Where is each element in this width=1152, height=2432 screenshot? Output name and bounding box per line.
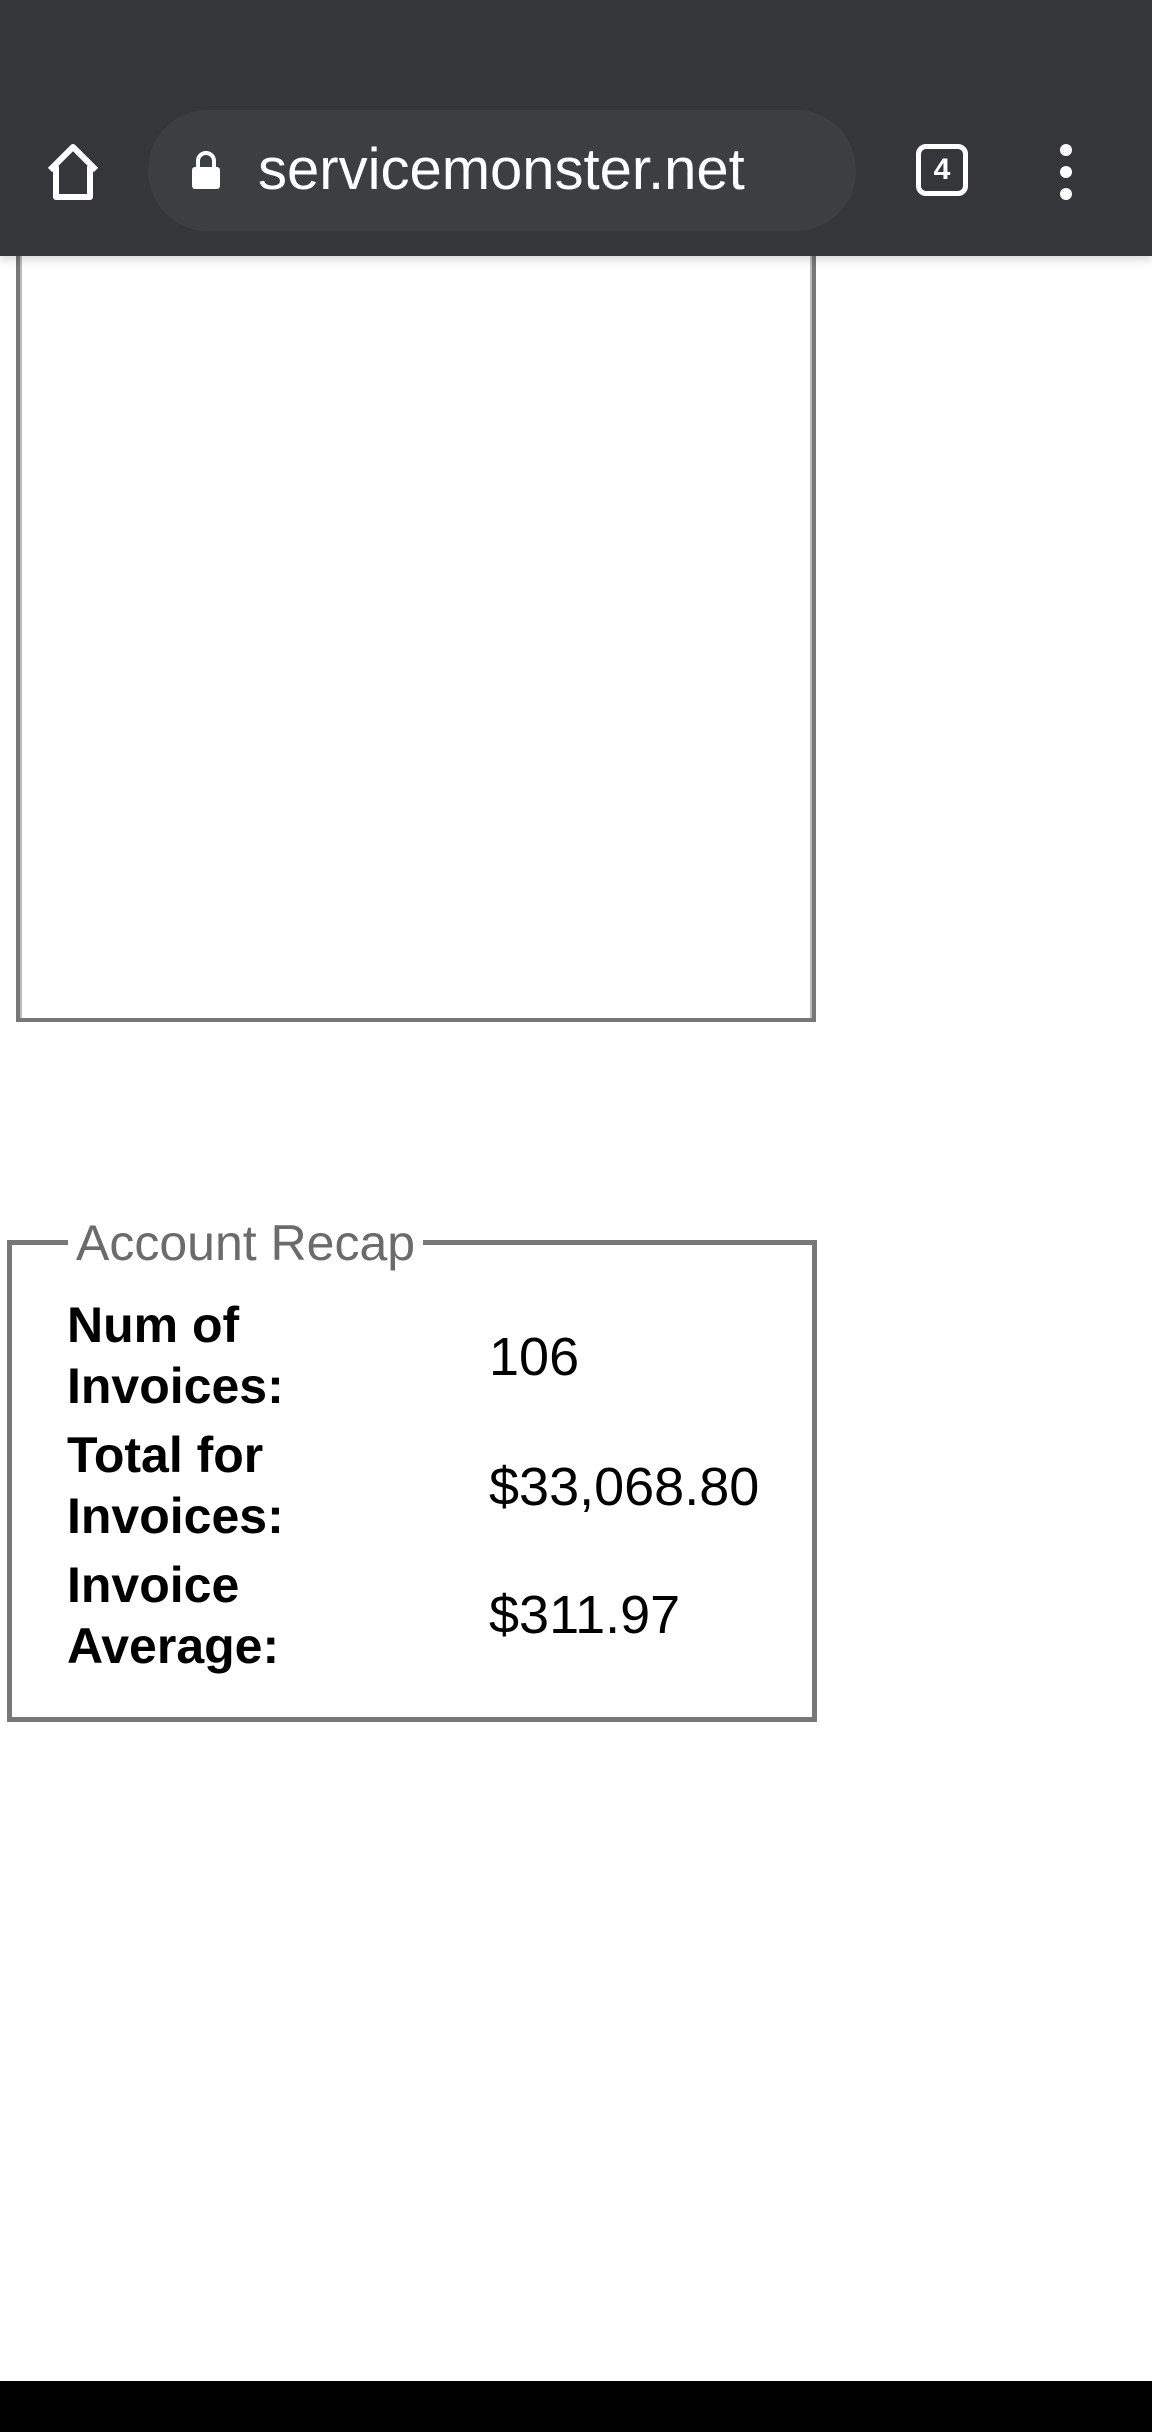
more-menu-icon[interactable] — [1052, 144, 1080, 200]
tab-switcher-button[interactable]: 4 — [916, 144, 968, 196]
home-icon[interactable] — [44, 142, 102, 202]
lock-icon — [192, 151, 220, 189]
system-navigation-bar — [0, 2381, 1152, 2432]
recap-value: $311.97 — [489, 1585, 681, 1645]
recap-label: Invoice Average: — [67, 1557, 280, 1674]
address-bar[interactable]: servicemonster.net — [148, 110, 856, 231]
recap-label: Num of Invoices: — [67, 1297, 284, 1414]
account-recap-fieldset: Account Recap Num of Invoices: 106 Total… — [7, 1215, 817, 1722]
recap-value: $33,068.80 — [489, 1457, 760, 1517]
recap-value: 106 — [489, 1327, 580, 1387]
empty-chart-panel — [16, 180, 816, 1022]
browser-toolbar: servicemonster.net 4 — [0, 0, 1152, 256]
account-recap-title: Account Recap — [68, 1215, 424, 1271]
recap-label: Total for Invoices: — [67, 1427, 284, 1544]
url-text[interactable]: servicemonster.net — [258, 137, 745, 202]
